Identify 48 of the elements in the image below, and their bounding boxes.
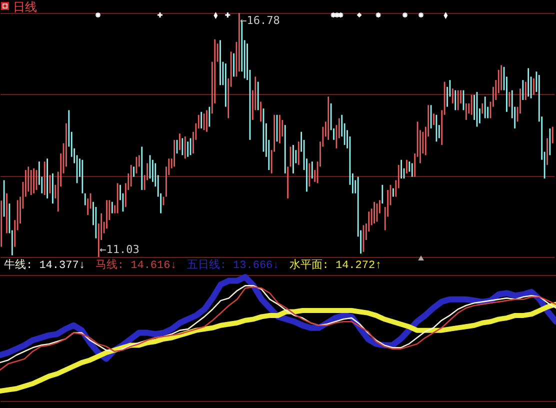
candlestick [287, 166, 289, 198]
text: 马线: 14.616↓ [95, 258, 177, 274]
candlestick [308, 163, 310, 187]
candlestick [522, 80, 524, 100]
candlestick [174, 140, 176, 167]
candlestick [3, 180, 5, 217]
text: 牛线: 14.377↓ [4, 258, 86, 274]
series-label: 五日线: 13.666↓ [186, 258, 280, 274]
candlestick [130, 164, 132, 187]
candlestick [298, 142, 300, 165]
candlestick [116, 183, 118, 214]
candlestick [552, 126, 554, 144]
candlestick [482, 103, 484, 114]
candlestick [328, 96, 330, 140]
candlestick [187, 142, 189, 157]
candlestick [111, 202, 113, 214]
candlestick [524, 82, 526, 100]
candlestick [200, 112, 202, 128]
candlestick [382, 184, 384, 204]
candlestick [470, 94, 472, 115]
candlestick [141, 146, 143, 190]
candlestick [30, 170, 32, 196]
candlestick [84, 193, 86, 206]
candlestick [508, 92, 510, 107]
candlestick [400, 160, 402, 178]
candlestick [182, 138, 184, 156]
candlestick [454, 90, 456, 110]
annotation: ←16.78 [240, 14, 280, 27]
candlestick [257, 82, 259, 110]
annotation: ←11.03 [100, 243, 140, 256]
candlestick [224, 63, 226, 107]
candlestick [457, 90, 459, 110]
text: 水平面: 14.272↑ [289, 258, 382, 274]
candlestick [184, 136, 186, 159]
candlestick [311, 162, 313, 178]
candlestick [284, 125, 286, 174]
candlestick [484, 96, 486, 118]
candlestick [411, 163, 413, 177]
candlestick [0, 200, 2, 247]
candlestick [436, 114, 438, 142]
candlestick [208, 106, 210, 127]
candlestick [549, 128, 551, 156]
candlestick [528, 68, 530, 97]
candlestick [452, 88, 454, 104]
chart-title: 日线 [13, 0, 37, 14]
candlestick [465, 103, 467, 120]
candlestick [44, 162, 46, 196]
candlestick [82, 160, 84, 194]
